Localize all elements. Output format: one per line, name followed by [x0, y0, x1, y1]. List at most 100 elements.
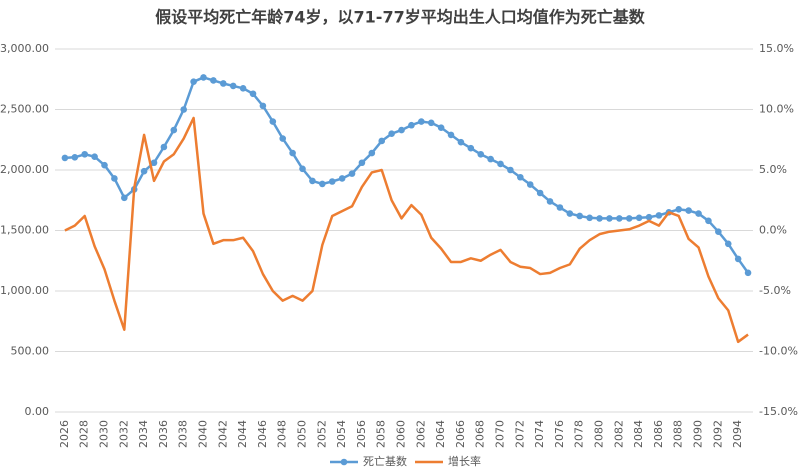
point — [61, 154, 69, 162]
point — [625, 215, 633, 222]
x-tick-label: 2080 — [593, 420, 606, 448]
point — [487, 155, 494, 163]
point — [299, 165, 306, 173]
point — [507, 166, 514, 174]
y2-tick-label: 5.0% — [759, 163, 787, 176]
x-tick-label: 2028 — [78, 420, 91, 448]
y-tick-label: 1,500.00 — [0, 224, 49, 237]
y-tick-label: 500.00 — [11, 345, 50, 358]
series-line — [64, 76, 750, 274]
point — [348, 170, 356, 177]
point — [150, 159, 158, 167]
point — [121, 194, 128, 202]
x-tick-label: 2072 — [513, 420, 526, 448]
x-tick-label: 2056 — [355, 420, 368, 448]
x-tick-label: 2030 — [98, 420, 111, 448]
point — [715, 228, 722, 236]
point — [685, 207, 692, 214]
point — [180, 106, 188, 113]
series-line — [64, 116, 749, 344]
x-tick-label: 2084 — [632, 420, 645, 448]
y-tick-label: 0.00 — [25, 405, 50, 418]
y2-tick-label: 15.0% — [759, 42, 794, 55]
point — [368, 149, 376, 157]
point — [744, 269, 752, 277]
x-tick-label: 2026 — [58, 420, 71, 448]
point — [140, 167, 148, 175]
point — [71, 153, 79, 161]
x-tick-label: 2050 — [296, 420, 309, 448]
point — [477, 150, 485, 158]
point — [427, 119, 435, 127]
point — [447, 131, 455, 139]
point — [724, 240, 732, 248]
point — [220, 80, 227, 87]
x-tick-label: 2058 — [375, 420, 388, 448]
x-tick-label: 2052 — [315, 420, 328, 448]
x-tick-label: 2068 — [474, 420, 487, 448]
y2-tick-label: 0.0% — [759, 224, 787, 237]
x-tick-label: 2034 — [137, 420, 150, 448]
point — [388, 130, 395, 137]
point — [338, 175, 346, 182]
point — [705, 217, 712, 225]
x-tick-label: 2046 — [256, 420, 269, 448]
point — [526, 181, 534, 188]
x-tick-label: 2094 — [731, 420, 744, 448]
point — [606, 215, 613, 222]
x-tick-label: 2088 — [672, 420, 685, 448]
x-tick-label: 2044 — [236, 420, 249, 448]
x-tick-label: 2090 — [692, 420, 705, 448]
x-tick-label: 2074 — [533, 420, 546, 448]
point — [279, 135, 287, 142]
point — [418, 118, 425, 125]
y2-tick-label: 10.0% — [759, 103, 794, 116]
point — [497, 160, 504, 168]
point — [536, 189, 544, 197]
point — [408, 121, 415, 129]
point — [190, 78, 197, 85]
point — [91, 153, 98, 160]
point — [239, 85, 247, 92]
point — [378, 137, 386, 145]
x-tick-label: 2078 — [573, 420, 586, 448]
point — [645, 213, 653, 221]
point — [160, 143, 168, 151]
x-tick-label: 2070 — [494, 420, 507, 448]
y2-tick-label: -5.0% — [759, 284, 791, 297]
point — [328, 178, 336, 185]
legend-label: 增长率 — [448, 454, 481, 468]
x-tick-label: 2062 — [414, 420, 427, 448]
point — [556, 204, 564, 211]
point — [111, 175, 118, 182]
y2-tick-label: -10.0% — [759, 345, 798, 358]
point — [655, 212, 663, 219]
point — [616, 215, 623, 222]
x-tick-label: 2038 — [177, 420, 190, 448]
point — [319, 180, 326, 188]
point — [229, 82, 237, 90]
point — [546, 198, 554, 205]
point — [81, 150, 89, 158]
point — [200, 74, 207, 81]
point — [269, 118, 277, 125]
x-tick-label: 2032 — [117, 420, 130, 448]
x-tick-label: 2060 — [395, 420, 408, 448]
point — [309, 177, 316, 185]
x-tick-label: 2064 — [434, 420, 447, 448]
x-tick-label: 2076 — [553, 420, 566, 448]
x-tick-label: 2042 — [216, 420, 229, 448]
point — [437, 124, 445, 131]
legend-label: 死亡基数 — [363, 454, 407, 468]
point — [210, 77, 217, 84]
point — [576, 212, 584, 220]
x-tick-label: 2054 — [335, 420, 348, 448]
y-tick-label: 3,000.00 — [0, 42, 49, 55]
x-tick-label: 2036 — [157, 420, 170, 448]
point — [517, 173, 524, 181]
point — [398, 126, 405, 134]
point — [695, 210, 702, 217]
point — [289, 149, 296, 157]
point — [586, 214, 593, 222]
